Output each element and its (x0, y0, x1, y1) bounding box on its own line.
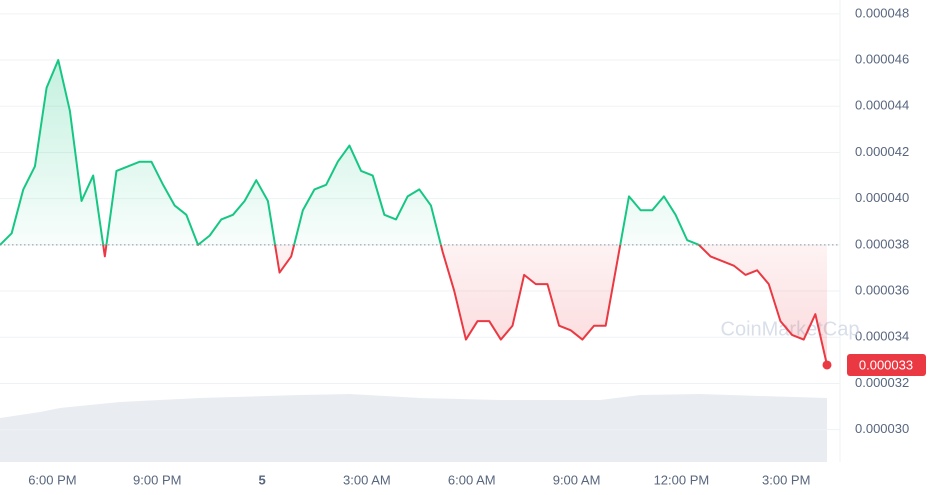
volume-backdrop (0, 394, 827, 462)
grid: 0.000048 0.000046 0.000044 0.000042 0.000040… (0, 5, 909, 487)
x-tick-label: 3:00 AM (343, 472, 391, 487)
y-tick-label: 0.000038 (855, 236, 909, 251)
y-tick-label: 0.000048 (855, 5, 909, 20)
y-tick-label: 0.000042 (855, 144, 909, 159)
x-tick-label: 9:00 AM (553, 472, 601, 487)
y-tick-label: 0.000032 (855, 375, 909, 390)
y-tick-label: 0.000036 (855, 282, 909, 297)
area-fill (0, 60, 827, 365)
y-tick-label: 0.000046 (855, 51, 909, 66)
price-line (0, 59, 828, 366)
y-tick-label: 0.000034 (855, 329, 909, 344)
x-tick-label: 3:00 PM (762, 472, 810, 487)
last-point (822, 360, 832, 370)
current-price-label: 0.000033 (859, 357, 913, 372)
y-tick-label: 0.000030 (855, 421, 909, 436)
y-tick-label: 0.000044 (855, 98, 909, 113)
x-tick-label: 6:00 AM (448, 472, 496, 487)
x-tick-label: 6:00 PM (28, 472, 76, 487)
x-tick-label: 5 (258, 472, 265, 487)
current-price-badge (847, 353, 926, 376)
x-tick-label: 9:00 PM (133, 472, 181, 487)
x-tick-label: 12:00 PM (654, 472, 710, 487)
y-tick-label: 0.000040 (855, 190, 909, 205)
plot: 0.000033 (0, 59, 926, 376)
